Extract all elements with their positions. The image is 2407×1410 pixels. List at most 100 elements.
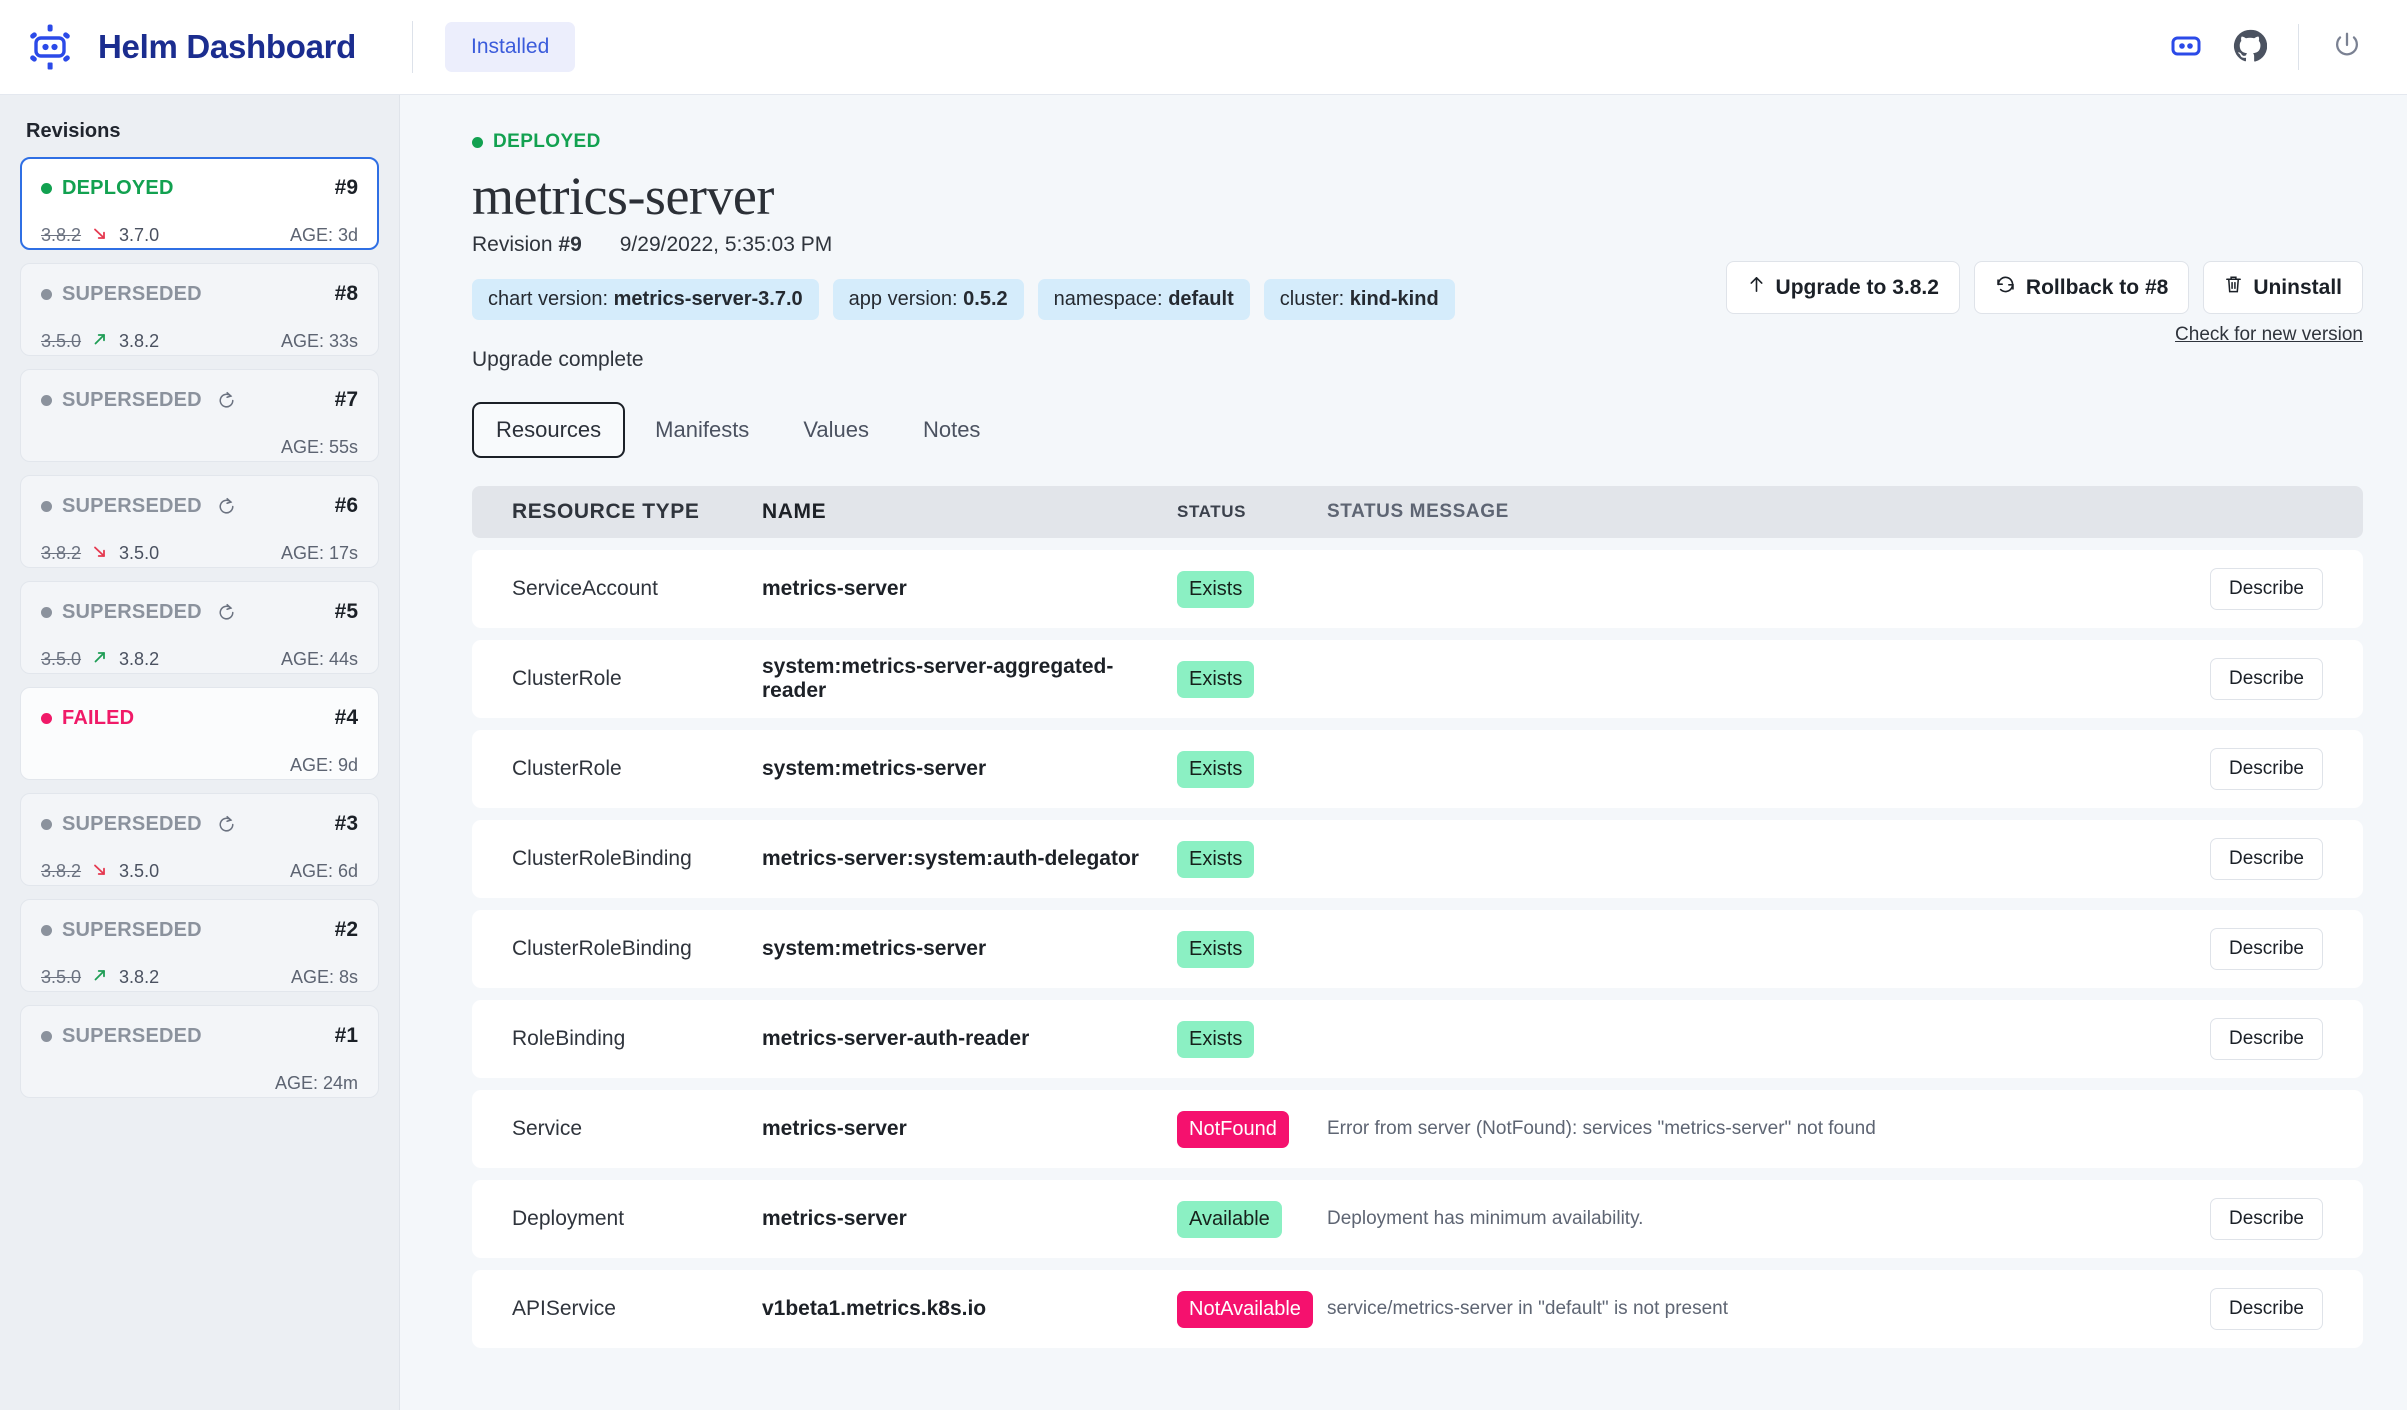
table-row: APIService v1beta1.metrics.k8s.io NotAvail… <box>472 1270 2363 1348</box>
revision-card[interactable]: SUPERSEDED #8 3.5.0 3.8.2 AGE: 33s <box>20 263 379 356</box>
restore-icon[interactable] <box>217 497 236 516</box>
cell-resource-type: ClusterRoleBinding <box>512 847 692 870</box>
power-icon-button[interactable] <box>2315 15 2379 79</box>
upgrade-button[interactable]: Upgrade to 3.8.2 <box>1725 261 1960 314</box>
revision-age: AGE: 33s <box>280 330 358 351</box>
status-dot-icon <box>472 136 483 148</box>
revision-age: AGE: 44s <box>280 648 358 669</box>
revision-card[interactable]: DEPLOYED #9 3.8.2 3.7.0 AGE: 3d <box>20 157 379 250</box>
cell-name: v1beta1.metrics.k8s.io <box>762 1297 987 1320</box>
describe-button[interactable]: Describe <box>2210 1198 2323 1240</box>
revision-card[interactable]: SUPERSEDED #2 3.5.0 3.8.2 AGE: 8s <box>20 899 379 992</box>
revision-card-footer: 3.5.0 3.8.2 AGE: 33s <box>41 329 358 353</box>
cell-status: Exists <box>1177 840 1327 878</box>
revision-status: SUPERSEDED <box>41 389 236 412</box>
table-row: Service metrics-server NotFound Error from … <box>472 1090 2363 1168</box>
describe-button[interactable]: Describe <box>2210 568 2323 610</box>
revision-status: DEPLOYED <box>41 177 174 200</box>
version-direction-icon <box>90 223 110 248</box>
installed-tab[interactable]: Installed <box>445 22 576 72</box>
version-to: 3.8.2 <box>119 966 160 987</box>
revision-card[interactable]: SUPERSEDED #7 AGE: 55s <box>20 369 379 462</box>
describe-button[interactable]: Describe <box>2210 838 2323 880</box>
restore-icon[interactable] <box>217 815 236 834</box>
describe-button[interactable]: Describe <box>2210 928 2323 970</box>
cell-actions: Describe <box>2193 838 2323 880</box>
revision-card-header: SUPERSEDED #8 <box>41 280 358 308</box>
table-row: RoleBinding metrics-server-auth-reader Exi… <box>472 1000 2363 1078</box>
cell-resource-type: APIService <box>512 1297 616 1320</box>
cell-resource-type: ClusterRoleBinding <box>512 937 692 960</box>
cell-status: NotFound <box>1177 1110 1327 1148</box>
cell-resource-type: Deployment <box>512 1207 625 1230</box>
body: Revisions DEPLOYED #9 3.8.2 3.7.0 AGE: 3d SUP… <box>0 95 2407 1410</box>
cell-actions: Describe <box>2193 1288 2323 1330</box>
revision-status-label: SUPERSEDED <box>62 918 202 941</box>
version-direction-icon <box>90 647 110 672</box>
top-bar-divider-2 <box>2298 24 2299 70</box>
revisions-sidebar[interactable]: Revisions DEPLOYED #9 3.8.2 3.7.0 AGE: 3d SUP… <box>0 95 400 1410</box>
revision-age: AGE: 8s <box>290 966 358 987</box>
cell-resource-type: ServiceAccount <box>512 577 658 600</box>
revision-card[interactable]: SUPERSEDED #3 3.8.2 3.5.0 AGE: 6d <box>20 793 379 886</box>
cell-status: Exists <box>1177 660 1327 698</box>
revision-card-header: SUPERSEDED #2 <box>41 916 358 944</box>
main-content: DEPLOYED metrics-server Revision #9 9/29… <box>400 95 2407 1410</box>
cell-status: Exists <box>1177 930 1327 968</box>
restore-icon[interactable] <box>217 603 236 622</box>
column-header-name: NAME <box>762 500 827 523</box>
revision-card[interactable]: SUPERSEDED #1 AGE: 24m <box>20 1005 379 1098</box>
revision-status-label: SUPERSEDED <box>62 812 202 835</box>
tab-resources[interactable]: Resources <box>472 402 626 458</box>
status-badge: Exists <box>1177 840 1255 878</box>
tab-values[interactable]: Values <box>779 402 893 458</box>
badge-value: kind-kind <box>1349 288 1439 310</box>
revision-card-footer: 3.8.2 3.5.0 AGE: 6d <box>41 859 358 883</box>
revision-number: #3 <box>334 812 358 835</box>
version-change: 3.8.2 3.5.0 <box>41 541 159 566</box>
app-logo-icon-button[interactable] <box>2154 15 2218 79</box>
cell-actions: Describe <box>2193 748 2323 790</box>
revision-status-label: SUPERSEDED <box>62 1024 202 1047</box>
tab-notes[interactable]: Notes <box>899 402 1004 458</box>
revision-status: SUPERSEDED <box>41 601 236 624</box>
revision-number: #5 <box>334 600 358 623</box>
cell-status: Exists <box>1177 750 1327 788</box>
uninstall-button[interactable]: Uninstall <box>2203 261 2363 314</box>
check-new-version-link[interactable]: Check for new version <box>2175 324 2363 345</box>
describe-button[interactable]: Describe <box>2210 748 2323 790</box>
cell-status-message: Deployment has minimum availability. <box>1327 1208 1644 1229</box>
cell-actions: Describe <box>2193 928 2323 970</box>
describe-button[interactable]: Describe <box>2210 1288 2323 1330</box>
restore-icon[interactable] <box>217 391 236 410</box>
column-header-status: STATUS <box>1177 502 1247 521</box>
version-to: 3.7.0 <box>119 224 160 245</box>
status-dot-icon <box>41 712 52 724</box>
revision-card-footer: AGE: 55s <box>41 435 358 459</box>
describe-button[interactable]: Describe <box>2210 1018 2323 1060</box>
revision-label-group: Revision #9 <box>472 233 582 257</box>
tab-manifests[interactable]: Manifests <box>631 402 773 458</box>
cell-status: Available <box>1177 1200 1327 1238</box>
describe-button[interactable]: Describe <box>2210 658 2323 700</box>
revision-card-header: SUPERSEDED #1 <box>41 1022 358 1050</box>
status-badge: Exists <box>1177 1020 1255 1058</box>
revision-card[interactable]: SUPERSEDED #6 3.8.2 3.5.0 AGE: 17s <box>20 475 379 568</box>
version-to: 3.5.0 <box>119 542 160 563</box>
cell-name: metrics-server <box>762 1117 907 1140</box>
revision-card[interactable]: SUPERSEDED #5 3.5.0 3.8.2 AGE: 44s <box>20 581 379 674</box>
revision-status-label: FAILED <box>62 706 135 729</box>
github-icon-button[interactable] <box>2218 15 2282 79</box>
status-dot-icon <box>41 288 52 300</box>
version-change: 3.8.2 3.7.0 <box>41 223 159 248</box>
revision-age: AGE: 24m <box>274 1072 358 1093</box>
revision-card[interactable]: FAILED #4 AGE: 9d <box>20 687 379 780</box>
revision-card-header: FAILED #4 <box>41 704 358 732</box>
helm-dashboard-logo-icon <box>22 19 78 75</box>
version-change: 3.5.0 3.8.2 <box>41 965 159 990</box>
version-from: 3.5.0 <box>41 966 82 987</box>
rollback-button[interactable]: Rollback to #8 <box>1973 261 2190 314</box>
revision-status-label: SUPERSEDED <box>62 494 202 517</box>
table-row: ClusterRole system:metrics-server-aggrega… <box>472 640 2363 718</box>
cell-name: metrics-server-auth-reader <box>762 1027 1030 1050</box>
